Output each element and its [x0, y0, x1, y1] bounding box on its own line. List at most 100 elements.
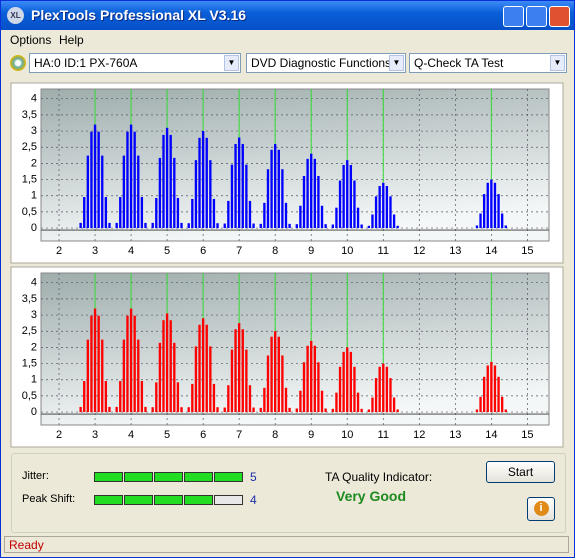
bar: [299, 390, 302, 413]
bar: [104, 197, 108, 229]
close-button[interactable]: [549, 6, 570, 27]
meter-segment: [184, 472, 213, 482]
bar: [482, 376, 486, 413]
bar: [475, 225, 479, 229]
bar: [302, 362, 306, 413]
bar: [104, 381, 108, 413]
bar: [356, 392, 360, 413]
bar: [241, 143, 244, 229]
bar: [281, 169, 284, 229]
bar: [299, 205, 302, 229]
bar: [83, 381, 86, 413]
bar: [504, 409, 507, 413]
bar: [281, 355, 284, 413]
bar: [493, 365, 497, 413]
bar: [165, 313, 169, 413]
bar: [162, 134, 165, 229]
bar: [356, 207, 360, 229]
bar: [360, 224, 363, 229]
bar: [306, 158, 309, 229]
bar: [126, 131, 129, 229]
bar: [342, 165, 345, 229]
bar: [119, 197, 122, 229]
bar: [382, 363, 385, 413]
bar: [266, 355, 270, 413]
dropdown-arrow: ▼: [550, 55, 565, 71]
bar: [83, 197, 86, 229]
y-tick-label: 2,5: [22, 325, 37, 337]
bar: [302, 175, 306, 229]
x-tick-label: 4: [128, 429, 134, 441]
bar: [162, 320, 165, 413]
bar: [317, 175, 320, 229]
bar: [209, 346, 212, 413]
x-tick-label: 10: [341, 245, 353, 257]
function-select[interactable]: DVD Diagnostic Functions ▼: [246, 53, 406, 73]
bar: [180, 407, 183, 413]
meter-segment: [124, 472, 153, 482]
minimize-button[interactable]: [503, 6, 524, 27]
bar: [263, 202, 266, 229]
bar: [144, 406, 147, 413]
bar: [490, 179, 493, 229]
y-tick-label: 3: [31, 309, 37, 321]
bar: [274, 331, 277, 413]
bar: [194, 346, 198, 413]
bar: [313, 345, 316, 413]
bar: [227, 385, 230, 413]
start-button[interactable]: Start: [486, 461, 555, 483]
bar: [119, 381, 122, 413]
bar: [396, 409, 399, 413]
bar: [97, 131, 100, 229]
bar: [108, 406, 111, 413]
bar: [382, 182, 385, 229]
bar: [331, 408, 335, 413]
function-text: DVD Diagnostic Functions: [251, 56, 392, 70]
bar: [155, 197, 158, 229]
menu-item[interactable]: Options: [10, 33, 52, 47]
bar: [137, 155, 140, 229]
y-tick-label: 2,5: [22, 141, 37, 153]
x-tick-label: 4: [128, 245, 134, 257]
drive-icon: [10, 55, 26, 71]
bar: [295, 408, 298, 413]
bar: [270, 336, 273, 413]
bar: [306, 345, 309, 413]
bar: [288, 223, 291, 229]
menu-item[interactable]: Help: [59, 33, 84, 47]
bar: [187, 407, 190, 413]
bar: [475, 409, 479, 413]
status-bar: Ready: [4, 536, 569, 553]
charts: 00,511,522,533,542 3 4 5 6 7 8 9 10 11 12 13 14 1500,…: [10, 82, 564, 448]
bar: [90, 131, 93, 229]
bar: [277, 336, 280, 413]
bar: [115, 222, 118, 229]
bar: [320, 205, 324, 229]
bar: [169, 134, 172, 229]
drive-select[interactable]: HA:0 ID:1 PX-760A ▼: [29, 53, 241, 73]
meter-segment: [94, 495, 123, 505]
x-tick-label: 3: [92, 245, 98, 257]
bar: [338, 366, 342, 413]
bar: [201, 131, 205, 229]
bar: [320, 390, 324, 413]
bar: [284, 387, 288, 413]
x-tick-label: 14: [485, 245, 497, 257]
bar: [90, 315, 93, 413]
x-tick-label: 7: [236, 429, 242, 441]
bar: [493, 182, 497, 229]
bar: [158, 157, 162, 229]
maximize-button[interactable]: [526, 6, 547, 27]
meter-segment: [184, 495, 213, 505]
bar: [234, 143, 237, 229]
bar: [396, 225, 399, 229]
x-tick-label: 11: [378, 245, 389, 257]
bar: [310, 153, 313, 229]
info-button[interactable]: i: [527, 497, 555, 521]
bar: [313, 158, 316, 229]
y-tick-label: 4: [31, 277, 37, 289]
test-select[interactable]: Q-Check TA Test ▼: [409, 53, 567, 73]
y-tick-label: 0: [31, 406, 37, 418]
bar: [237, 137, 241, 229]
x-tick-label: 3: [92, 429, 98, 441]
